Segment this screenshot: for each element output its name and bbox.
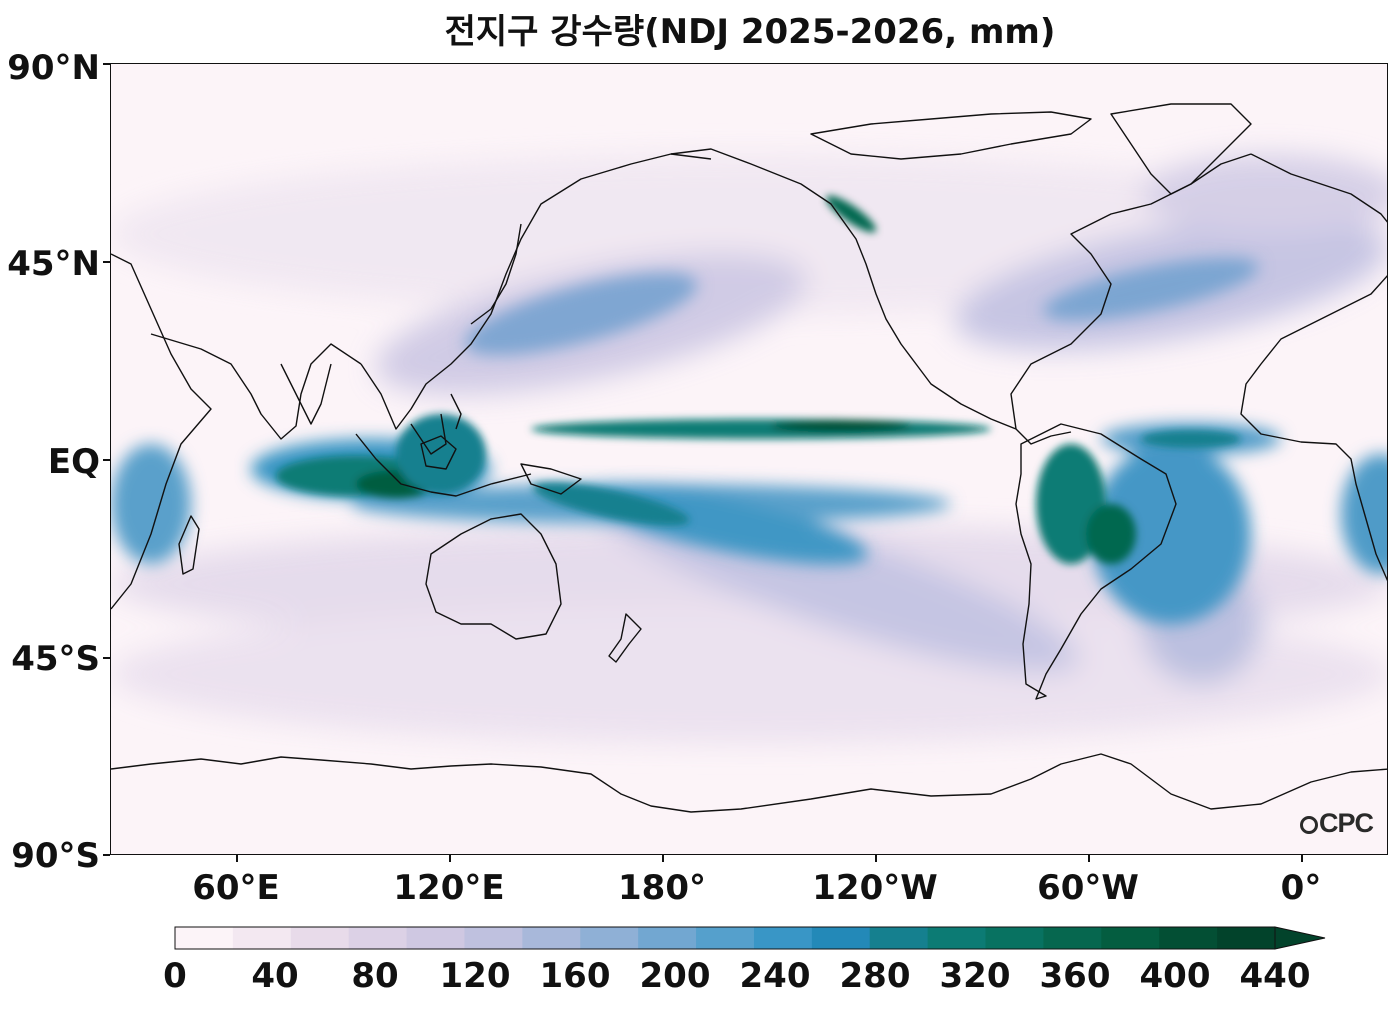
colorbar-swatch [985, 927, 1045, 949]
lat-tick [103, 854, 110, 856]
lat-label-eq: EQ [47, 442, 100, 482]
colorbar-swatch [1159, 927, 1218, 949]
lon-label-0: 0° [1280, 868, 1322, 908]
colorbar-tick-label: 360 [1039, 956, 1111, 996]
colorbar-swatch [1217, 927, 1276, 949]
colorbar-tick-label: 80 [351, 956, 399, 996]
colorbar-swatch [232, 927, 292, 949]
precipitation-field [111, 103, 1387, 813]
colorbar-swatch [753, 927, 813, 949]
colorbar-swatch [406, 927, 466, 949]
lon-label-60e: 60°E [192, 868, 280, 908]
lat-label-90n: 90°N [7, 48, 100, 88]
colorbar-tick-label: 120 [439, 956, 511, 996]
colorbar-swatch [1101, 927, 1160, 949]
lon-tick [1301, 855, 1303, 862]
colorbar-swatch [1043, 927, 1102, 949]
lat-tick [103, 657, 110, 659]
colorbar-tick-label: 320 [939, 956, 1011, 996]
colorbar-tick-label: 240 [739, 956, 811, 996]
lat-label-45n: 45°N [7, 244, 100, 284]
precipitation-map [110, 63, 1388, 855]
colorbar-swatch [175, 927, 234, 949]
colorbar-swatch [811, 927, 871, 949]
map-title: 전지구 강수량(NDJ 2025-2026, mm) [444, 12, 1056, 52]
colorbar [174, 926, 1326, 950]
lon-label-120e: 120°E [393, 868, 505, 908]
lon-label-120w: 120°W [812, 868, 938, 908]
lat-tick [103, 261, 110, 263]
heavy-precip-cores [276, 195, 1241, 564]
colorbar-swatch [522, 927, 581, 949]
lon-label-180: 180° [618, 868, 706, 908]
colorbar-swatch [927, 927, 987, 949]
colorbar-tick-label: 440 [1239, 956, 1311, 996]
lat-label-45s: 45°S [11, 639, 100, 679]
colorbar-extend-arrow [1274, 926, 1326, 950]
colorbar-tick-label: 280 [839, 956, 911, 996]
lon-tick [449, 855, 451, 862]
colorbar-swatch [290, 927, 350, 949]
colorbar-swatch [464, 927, 523, 949]
cpc-logo: CPC [1300, 808, 1374, 839]
lat-tick [103, 459, 110, 461]
colorbar-swatch [638, 927, 697, 949]
colorbar-outline [174, 926, 1276, 950]
colorbar-swatch [869, 927, 929, 949]
colorbar-swatch [580, 927, 639, 949]
lon-tick [662, 855, 664, 862]
lon-tick [1088, 855, 1090, 862]
lat-label-90s: 90°S [11, 836, 100, 876]
lon-tick [236, 855, 238, 862]
colorbar-tick-label: 400 [1139, 956, 1211, 996]
lon-tick [875, 855, 877, 862]
logo-ring-icon [1300, 816, 1318, 834]
lon-label-60w: 60°W [1037, 868, 1139, 908]
lat-tick [103, 63, 110, 65]
coastlines [111, 103, 1387, 813]
colorbar-tick-label: 160 [539, 956, 611, 996]
colorbar-tick-label: 40 [251, 956, 299, 996]
colorbar-swatch [348, 927, 408, 949]
colorbar-tick-label: 200 [639, 956, 711, 996]
colorbar-tick-label: 0 [163, 956, 187, 996]
colorbar-swatch [696, 927, 755, 949]
